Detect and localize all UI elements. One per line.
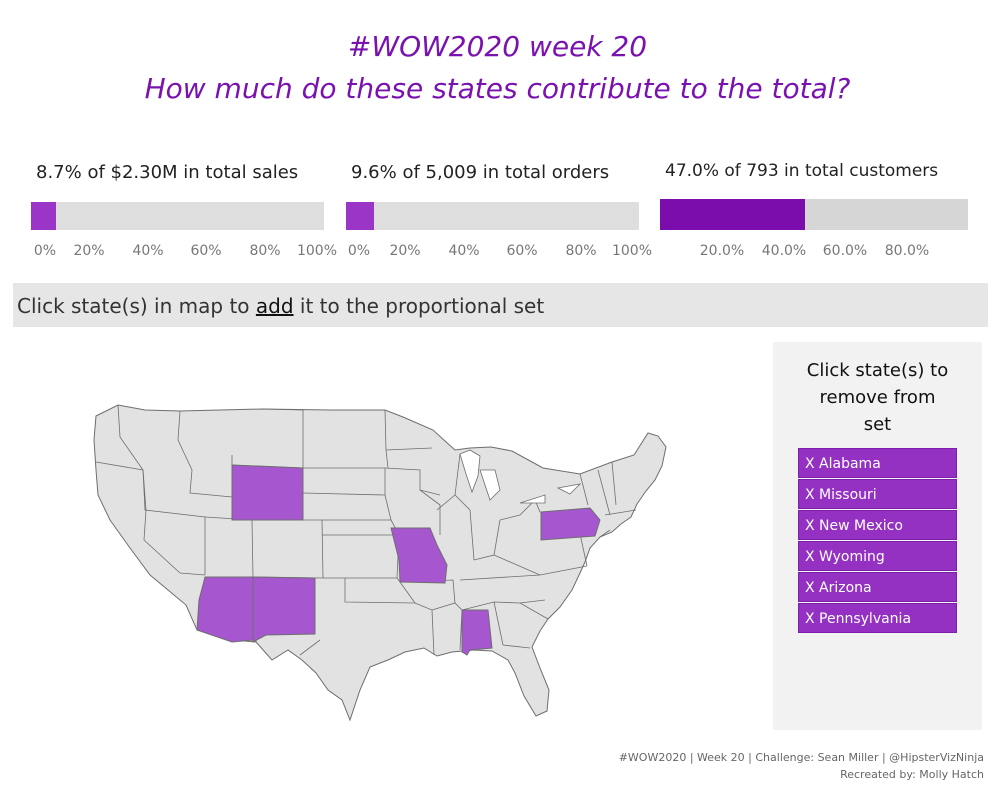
banner-suffix: it to the proportional set [293,294,545,318]
state-wyoming[interactable] [231,464,304,521]
state-missouri[interactable] [390,527,448,584]
kpi-sales-tick: 20% [73,243,105,259]
title-line-2: How much do these states contribute to t… [144,72,851,105]
us-map[interactable] [0,330,770,740]
kpi-customers-tick: 80.0% [884,243,930,259]
kpi-customers-bar [660,199,968,230]
kpi-sales-tick: 0% [33,243,57,259]
remove-wyoming-button[interactable]: X Wyoming [798,541,957,571]
footer-credits: #WOW2020 | Week 20 | Challenge: Sean Mil… [618,751,984,764]
kpi-customers-tick: 40.0% [761,243,807,259]
remove-pennsylvania-button[interactable]: X Pennsylvania [798,603,957,633]
kpi-orders-tick: 100% [611,243,653,259]
kpi-sales-bar [31,202,324,230]
kpi-orders-axis: 0% 20% 40% 60% 80% 100% [346,243,652,263]
remove-arizona-button[interactable]: X Arizona [798,572,957,602]
set-panel-title-line: remove from [819,387,936,408]
kpi-customers-label: 47.0% of 793 in total customers [665,161,939,181]
kpi-sales-tick: 80% [249,243,281,259]
kpi-sales-tick: 40% [132,243,164,259]
title-line-1: #WOW2020 week 20 [347,30,648,63]
kpi-sales-tick: 100% [296,243,338,259]
footer-recreated-by: Recreated by: Molly Hatch [840,768,984,781]
remove-missouri-button[interactable]: X Missouri [798,479,957,509]
remove-new-mexico-button[interactable]: X New Mexico [798,510,957,540]
banner-prefix: Click state(s) in map to [17,294,256,318]
state-pennsylvania[interactable] [540,507,601,541]
kpi-orders-tick: 20% [389,243,421,259]
set-panel-title: Click state(s) to remove from set [773,357,982,438]
us-outline[interactable] [93,404,667,722]
remove-alabama-button[interactable]: X Alabama [798,448,957,478]
kpi-customers-axis: 20.0% 40.0% 60.0% 80.0% [660,243,968,263]
banner-add-keyword: add [255,294,294,318]
set-panel-title-line: Click state(s) to [806,360,949,381]
set-panel-title-line: set [863,414,892,435]
kpi-sales-bar-fill [31,202,57,230]
great-lakes [459,449,582,504]
state-new-mexico[interactable] [252,576,316,643]
kpi-orders-tick: 40% [448,243,480,259]
kpi-orders-bar [346,202,639,230]
selected-states[interactable] [196,464,601,656]
kpi-orders-tick: 0% [347,243,371,259]
kpi-orders-tick: 60% [506,243,538,259]
kpi-orders-label: 9.6% of 5,009 in total orders [351,162,610,183]
state-alabama[interactable] [461,609,493,656]
kpi-sales-tick: 60% [190,243,222,259]
set-panel: Click state(s) to remove from set X Alab… [773,342,982,730]
kpi-orders-bar-fill [346,202,375,230]
kpi-orders-tick: 80% [565,243,597,259]
kpi-sales-axis: 0% 20% 40% 60% 80% 100% [31,243,337,263]
kpi-customers-tick: 60.0% [822,243,868,259]
kpi-customers-tick: 20.0% [699,243,745,259]
kpi-customers-bar-fill [660,199,805,230]
instruction-banner: Click state(s) in map to add it to the p… [13,283,988,327]
set-list: X Alabama X Missouri X New Mexico X Wyom… [798,448,957,634]
state-arizona[interactable] [196,576,254,643]
kpi-sales-label: 8.7% of $2.30M in total sales [36,162,299,183]
